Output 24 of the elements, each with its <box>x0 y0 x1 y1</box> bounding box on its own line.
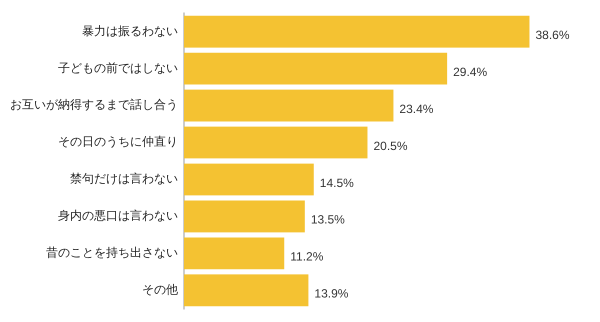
data-label: 20.5% <box>373 138 408 153</box>
y-tick-label: その他 <box>142 282 178 296</box>
y-tick-label: 身内の悪口は言わない <box>58 208 178 223</box>
bar <box>184 164 314 196</box>
data-label: 23.4% <box>399 102 434 116</box>
y-tick-label: 禁句だけは言わない <box>70 172 178 186</box>
bar <box>184 90 394 122</box>
y-tick-label: 昔のことを持ち出さない <box>46 246 178 260</box>
bar <box>184 237 284 270</box>
y-tick-label: お互いが納得するまで話し合う <box>10 98 178 112</box>
bar <box>184 16 530 48</box>
y-tick-label: 子どもの前ではしない <box>58 60 178 75</box>
data-label: 13.9% <box>314 286 349 301</box>
data-label: 13.5% <box>310 212 346 227</box>
bar <box>184 52 448 85</box>
bar <box>184 200 305 232</box>
bar <box>184 126 368 158</box>
data-label: 14.5% <box>320 176 354 190</box>
data-label: 11.2% <box>290 250 324 264</box>
y-tick-label: その日のうちに仲直り <box>58 134 178 149</box>
bar <box>184 274 308 306</box>
data-label: 38.6% <box>535 28 570 42</box>
data-label: 29.4% <box>453 64 488 79</box>
y-tick-label: 暴力は振るわない <box>82 24 178 38</box>
